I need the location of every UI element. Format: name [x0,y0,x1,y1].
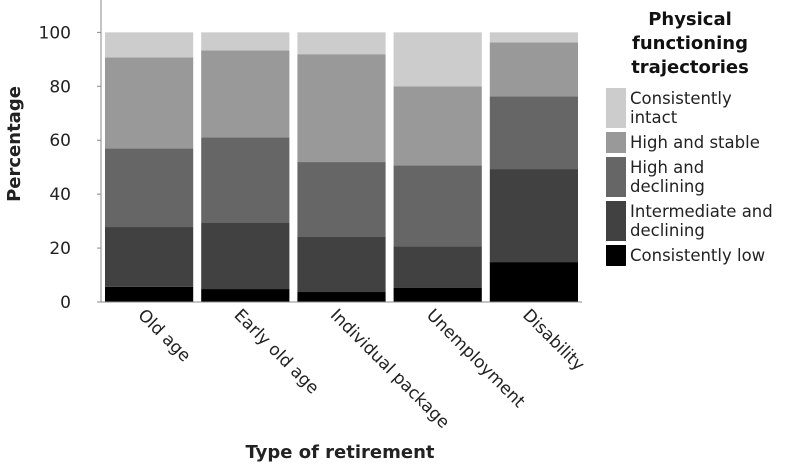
x-tick-label: Old age [134,305,195,366]
bar-segment [297,32,386,55]
legend-swatch [606,201,626,241]
x-tick-label: Early old age [230,305,323,398]
y-tick-label: 80 [49,77,71,97]
bar-segment [489,262,578,302]
bar-segment [393,86,482,166]
bar-segment [489,96,578,170]
legend-swatch [606,88,626,128]
bar-segment [201,32,290,51]
y-axis-title: Percentage [4,86,25,202]
legend-entry: Consistently low [606,245,780,266]
bar-segment [297,162,386,238]
legend-swatch [606,157,626,197]
y-tick-label: 20 [49,239,71,259]
legend-label: Intermediate and declining [630,202,773,240]
legend-entry: High and declining [606,157,780,197]
legend-title: Physical functioning trajectories [631,9,749,78]
bar-segment [393,287,482,302]
bar-segment [201,222,290,290]
legend: Physical functioning trajectories Consis… [600,8,780,270]
legend-label: Consistently low [630,246,766,265]
x-tick-label: Unemployment [422,305,529,412]
legend-label: High and declining [630,158,705,196]
bar-segment [105,57,194,149]
legend-label: High and stable [630,133,760,152]
bar-segment [201,137,290,223]
bar-segment [489,169,578,263]
legend-entry: High and stable [606,132,780,153]
bar-segment [393,32,482,87]
legend-label: Consistently intact [630,89,732,127]
legend-swatch [606,132,626,153]
legend-entry: Intermediate and declining [606,201,780,241]
bar-segment [105,148,194,228]
bar-segment [297,237,386,293]
bar-segment [105,286,194,302]
bar-segment [201,289,290,302]
y-tick-label: 40 [49,185,71,205]
bar-segment [393,246,482,288]
bar-segment [393,165,482,247]
bar-segment [297,292,386,302]
legend-swatch [606,245,626,266]
x-tick-label: Disability [518,305,588,375]
bar-segment [489,42,578,97]
bar-segment [201,50,290,138]
y-tick-label: 100 [39,23,71,43]
bar-segment [297,54,386,163]
bar-segment [489,32,578,43]
y-tick-label: 0 [60,293,71,313]
y-tick-label: 60 [49,131,71,151]
bar-segment [105,227,194,287]
legend-entry: Consistently intact [606,88,780,128]
x-axis-title: Type of retirement [245,442,434,463]
bar-segment [105,32,194,58]
